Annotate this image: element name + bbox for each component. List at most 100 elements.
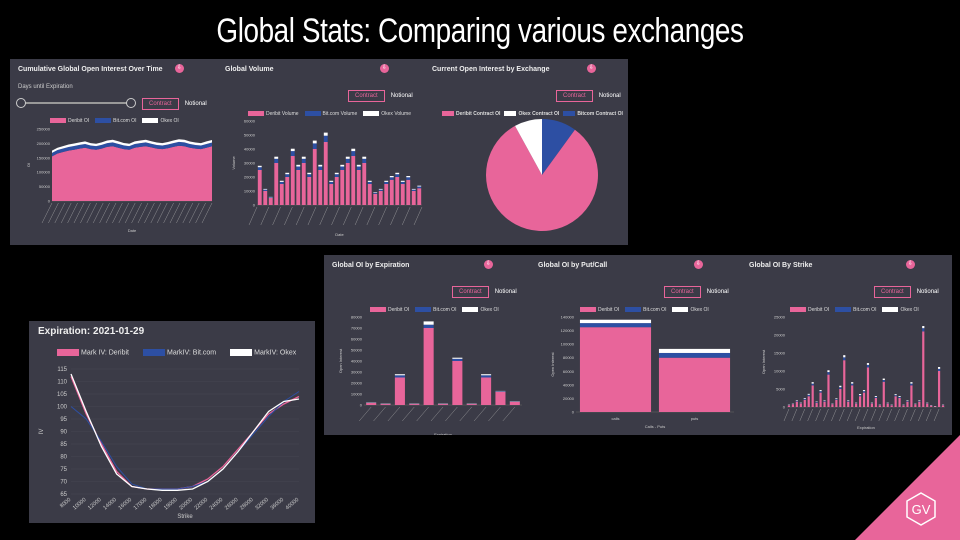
- chart-legend: Deribit Contract OI Okex Contract OI Bit…: [442, 111, 623, 117]
- x-tick-label: calls: [611, 416, 619, 421]
- bar: [351, 151, 356, 156]
- legend-item[interactable]: Okex OI: [882, 307, 919, 313]
- slider-handle-left[interactable]: [16, 98, 26, 108]
- bar: [452, 361, 463, 405]
- legend-item[interactable]: MarkIV: Bit.com: [142, 349, 216, 356]
- bar: [882, 381, 885, 407]
- contract-toggle[interactable]: Contract: [556, 90, 593, 102]
- legend-item[interactable]: Bit.com OI: [625, 307, 666, 313]
- legend-item[interactable]: Bit.com OI: [95, 118, 136, 124]
- bar: [411, 188, 416, 190]
- y-axis-label: IV: [39, 429, 45, 435]
- bar: [851, 383, 854, 386]
- days-slider[interactable]: [20, 102, 130, 104]
- y-tick-label: 80: [60, 455, 67, 461]
- contract-toggle[interactable]: Contract: [452, 286, 489, 298]
- bar: [898, 398, 901, 407]
- logo-text: GV: [912, 502, 931, 517]
- x-axis-label: Date: [128, 228, 137, 233]
- legend-item[interactable]: Deribit OI: [790, 307, 829, 313]
- notional-toggle[interactable]: Notional: [494, 289, 517, 295]
- legend-item[interactable]: Bit.com Volume: [304, 111, 357, 117]
- legend-item[interactable]: Deribit OI: [580, 307, 619, 313]
- bar: [906, 401, 909, 407]
- legend-item[interactable]: Okex Contract OI: [504, 111, 559, 117]
- y-tick-label: 85: [60, 442, 67, 448]
- slider-handle-right[interactable]: [126, 98, 136, 108]
- bar: [384, 180, 389, 182]
- contract-notional-toggle[interactable]: Contract Notional: [874, 286, 945, 298]
- bar: [799, 403, 802, 407]
- bar: [882, 378, 885, 380]
- bar: [312, 149, 317, 205]
- contract-notional-toggle[interactable]: Contract Notional: [664, 286, 735, 298]
- x-tick-mark: [307, 206, 317, 226]
- contract-toggle[interactable]: Contract: [664, 286, 701, 298]
- x-tick-mark: [402, 206, 411, 226]
- legend-item[interactable]: MarkIV: Okex: [230, 349, 296, 356]
- notional-toggle[interactable]: Notional: [916, 289, 939, 295]
- x-tick-mark: [823, 408, 829, 422]
- x-tick-mark: [870, 408, 877, 422]
- legend-item[interactable]: Deribit OI: [50, 118, 89, 124]
- bar: [406, 177, 411, 180]
- bar: [268, 198, 273, 205]
- bar: [862, 391, 866, 393]
- download-icon[interactable]: ⇩: [587, 64, 596, 73]
- notional-toggle[interactable]: Notional: [706, 289, 729, 295]
- download-icon[interactable]: ⇩: [906, 260, 915, 269]
- bar: [787, 405, 791, 407]
- x-tick-mark: [48, 202, 59, 224]
- legend-item[interactable]: Bitcom Contract OI: [563, 111, 623, 117]
- y-axis-label: OI: [26, 163, 31, 167]
- bar: [279, 184, 284, 205]
- putcall-bar-chart: 140000 120000 100000 80000 60000 40000 20000 0 O…: [550, 315, 734, 429]
- download-icon[interactable]: ⇩: [380, 64, 389, 73]
- bar: [351, 148, 356, 152]
- legend-item[interactable]: Deribit Contract OI: [442, 111, 500, 117]
- contract-notional-toggle[interactable]: Contract Notional: [556, 90, 627, 102]
- x-tick-mark: [910, 408, 916, 422]
- contract-notional-toggle[interactable]: Contract Notional: [452, 286, 523, 298]
- legend-item[interactable]: Okex OI: [142, 118, 179, 124]
- legend-item[interactable]: Okex OI: [672, 307, 709, 313]
- bar: [910, 382, 913, 384]
- y-tick-label: 20000: [774, 333, 786, 338]
- contract-notional-toggle[interactable]: Contract Notional: [348, 90, 419, 102]
- notional-toggle[interactable]: Notional: [598, 93, 621, 99]
- y-tick-label: 5000: [776, 387, 786, 392]
- notional-toggle[interactable]: Notional: [390, 93, 413, 99]
- y-tick-label: 10000: [351, 392, 363, 397]
- x-tick-mark: [445, 406, 458, 422]
- legend-item[interactable]: Deribit OI: [370, 307, 409, 313]
- download-icon[interactable]: ⇩: [175, 64, 184, 73]
- download-icon[interactable]: ⇩: [484, 260, 493, 269]
- y-axis-label: Open Interest: [761, 349, 766, 374]
- x-tick-mark: [169, 202, 181, 224]
- chart-legend: Deribit OI Bit.com OI Okex OI: [790, 307, 919, 313]
- y-tick-label: 150000: [37, 155, 51, 160]
- contract-toggle[interactable]: Contract: [142, 98, 179, 110]
- contract-notional-toggle[interactable]: Contract Notional: [142, 98, 213, 110]
- legend-item[interactable]: Bit.com OI: [835, 307, 876, 313]
- bar: [874, 396, 877, 398]
- download-icon[interactable]: ⇩: [694, 260, 703, 269]
- bar: [394, 374, 405, 376]
- legend-item[interactable]: Okex Volume: [363, 111, 411, 117]
- contract-toggle[interactable]: Contract: [348, 90, 385, 102]
- legend-item[interactable]: Okex OI: [462, 307, 499, 313]
- chart-legend: Deribit OI Bit.com OI Okex OI: [50, 118, 179, 124]
- contract-toggle[interactable]: Contract: [874, 286, 911, 298]
- bar: [345, 158, 350, 163]
- legend-item[interactable]: Mark IV: Deribit: [57, 349, 129, 356]
- bar: [362, 163, 367, 205]
- x-tick-mark: [86, 202, 97, 224]
- bar: [839, 385, 842, 388]
- y-tick-label: 10000: [244, 189, 256, 194]
- legend-item[interactable]: Deribit Volume: [248, 111, 299, 117]
- legend-item[interactable]: Bit.com OI: [415, 307, 456, 313]
- bar: [301, 156, 306, 159]
- notional-toggle[interactable]: Notional: [184, 101, 207, 107]
- bar: [296, 166, 301, 170]
- bar: [400, 181, 405, 184]
